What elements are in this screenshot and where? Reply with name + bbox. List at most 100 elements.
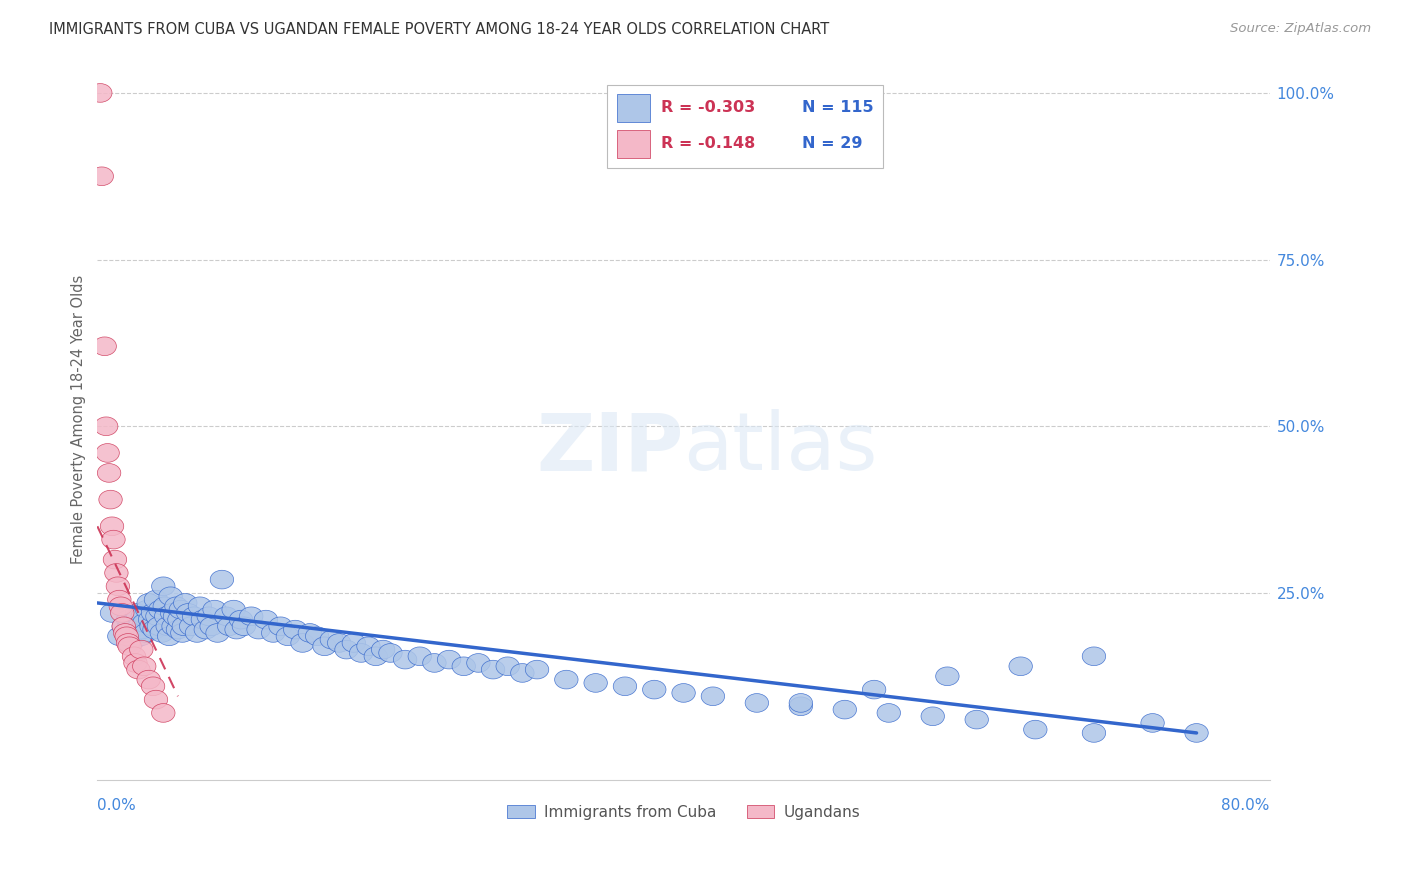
Ellipse shape [1024,720,1047,739]
Ellipse shape [222,600,246,619]
Ellipse shape [124,610,148,629]
Ellipse shape [129,620,153,639]
Ellipse shape [117,610,139,629]
Ellipse shape [169,600,193,619]
Ellipse shape [142,677,165,696]
Ellipse shape [136,593,160,612]
Ellipse shape [177,604,200,623]
Ellipse shape [183,607,205,625]
Ellipse shape [877,704,900,723]
Ellipse shape [127,620,150,639]
Ellipse shape [229,610,253,629]
Ellipse shape [122,631,146,649]
Ellipse shape [188,597,212,615]
Text: R = -0.148: R = -0.148 [661,136,755,152]
Ellipse shape [965,710,988,729]
Ellipse shape [172,617,195,636]
Ellipse shape [197,607,221,625]
Ellipse shape [643,681,666,699]
Ellipse shape [118,637,142,656]
Ellipse shape [115,624,138,642]
Ellipse shape [745,694,769,713]
Ellipse shape [1010,657,1032,675]
Text: IMMIGRANTS FROM CUBA VS UGANDAN FEMALE POVERTY AMONG 18-24 YEAR OLDS CORRELATION: IMMIGRANTS FROM CUBA VS UGANDAN FEMALE P… [49,22,830,37]
Ellipse shape [131,607,155,625]
Ellipse shape [114,624,136,642]
Ellipse shape [153,597,177,615]
Ellipse shape [408,647,432,665]
Ellipse shape [247,620,270,639]
Ellipse shape [225,620,249,639]
Ellipse shape [202,600,226,619]
Ellipse shape [96,443,120,462]
Text: 80.0%: 80.0% [1222,797,1270,813]
Ellipse shape [162,617,186,636]
Ellipse shape [100,604,124,623]
Ellipse shape [145,591,167,609]
Text: R = -0.303: R = -0.303 [661,100,755,115]
Ellipse shape [200,617,224,636]
Ellipse shape [211,570,233,589]
Ellipse shape [371,640,395,659]
Ellipse shape [148,617,170,636]
Text: atlas: atlas [683,409,877,487]
Ellipse shape [312,637,336,656]
Ellipse shape [269,617,292,636]
Ellipse shape [118,617,142,636]
Ellipse shape [205,624,229,642]
Ellipse shape [262,624,285,642]
Ellipse shape [321,631,343,649]
Ellipse shape [149,600,172,619]
Ellipse shape [276,627,299,646]
Ellipse shape [142,604,165,623]
Ellipse shape [112,617,135,636]
FancyBboxPatch shape [607,85,883,168]
Ellipse shape [378,644,402,662]
Ellipse shape [702,687,724,706]
Ellipse shape [239,607,263,625]
Ellipse shape [145,690,167,709]
Ellipse shape [129,627,153,646]
Ellipse shape [132,657,156,675]
Ellipse shape [90,167,114,186]
Ellipse shape [583,673,607,692]
Text: ZIP: ZIP [536,409,683,487]
Ellipse shape [152,577,174,596]
Ellipse shape [111,604,134,623]
Ellipse shape [143,620,166,639]
Ellipse shape [122,647,146,665]
Ellipse shape [921,707,945,725]
FancyBboxPatch shape [617,95,650,121]
Ellipse shape [124,654,148,673]
Ellipse shape [554,670,578,689]
Legend: Immigrants from Cuba, Ugandans: Immigrants from Cuba, Ugandans [501,798,866,826]
Ellipse shape [1083,723,1105,742]
Ellipse shape [134,624,157,642]
FancyBboxPatch shape [617,130,650,158]
Ellipse shape [394,650,416,669]
Ellipse shape [110,597,132,615]
Ellipse shape [160,604,184,623]
Ellipse shape [1083,647,1105,665]
Ellipse shape [173,593,197,612]
Ellipse shape [112,617,135,636]
Ellipse shape [159,587,183,606]
Ellipse shape [103,550,127,569]
Text: N = 115: N = 115 [801,100,873,115]
Ellipse shape [481,660,505,679]
Ellipse shape [127,660,150,679]
Ellipse shape [157,627,181,646]
Ellipse shape [108,591,131,609]
Ellipse shape [1185,723,1208,742]
Ellipse shape [328,633,352,652]
Ellipse shape [451,657,475,675]
Ellipse shape [423,654,446,673]
Ellipse shape [129,640,153,659]
Ellipse shape [350,644,373,662]
Ellipse shape [163,607,187,625]
Ellipse shape [100,517,124,535]
Ellipse shape [101,530,125,549]
Ellipse shape [215,607,238,625]
Ellipse shape [139,617,163,636]
Ellipse shape [1140,714,1164,732]
